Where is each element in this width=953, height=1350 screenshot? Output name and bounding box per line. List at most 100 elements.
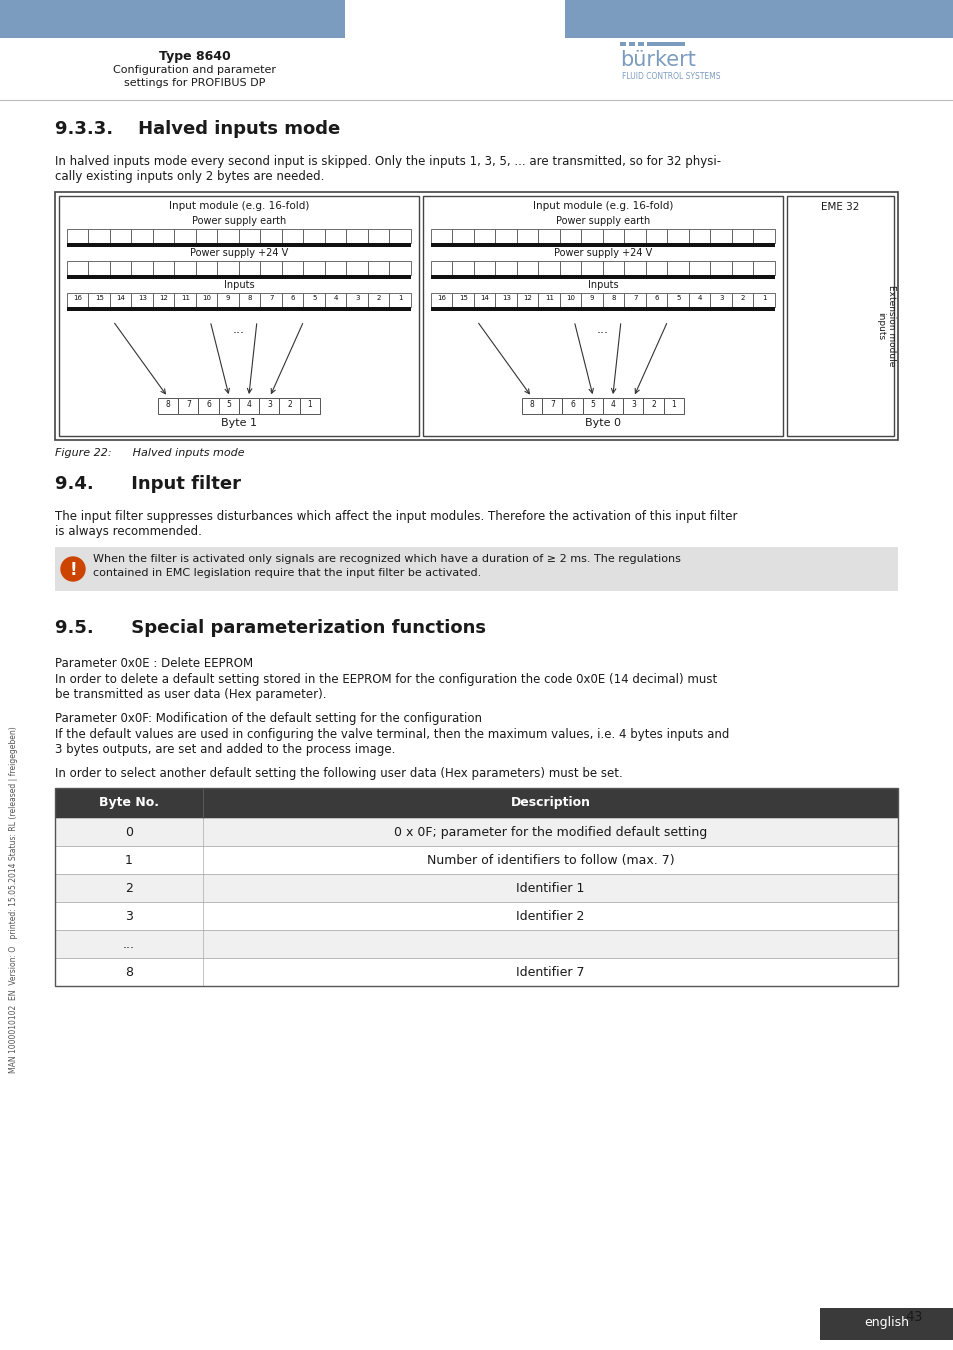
Bar [786, 196, 893, 436]
Text: 3: 3 [719, 296, 722, 301]
Bar [582, 398, 602, 414]
Text: 6: 6 [654, 296, 659, 301]
Bar [303, 261, 325, 275]
Bar [624, 230, 645, 243]
Text: 4: 4 [697, 296, 701, 301]
Text: 7: 7 [186, 400, 191, 409]
Bar [67, 261, 89, 275]
Text: 1: 1 [397, 296, 402, 301]
Bar [628, 42, 635, 46]
Text: Parameter 0x0F: Modification of the default setting for the configuration: Parameter 0x0F: Modification of the defa… [55, 711, 481, 725]
Text: Power supply earth: Power supply earth [192, 216, 286, 225]
Bar [710, 293, 731, 306]
Bar [195, 293, 217, 306]
Text: When the filter is activated only signals are recognized which have a duration o: When the filter is activated only signal… [92, 554, 680, 564]
Text: 2: 2 [125, 882, 132, 895]
Text: 12: 12 [523, 296, 532, 301]
Text: be transmitted as user data (Hex parameter).: be transmitted as user data (Hex paramet… [55, 688, 326, 701]
Text: 3: 3 [630, 400, 635, 409]
Bar [55, 547, 897, 591]
Bar [55, 788, 897, 986]
Text: 3: 3 [355, 296, 359, 301]
Bar [474, 230, 495, 243]
Text: Power supply +24 V: Power supply +24 V [554, 248, 652, 258]
Text: Figure 22:      Halved inputs mode: Figure 22: Halved inputs mode [55, 448, 244, 458]
Bar [422, 196, 782, 436]
Bar [152, 261, 174, 275]
Bar [299, 398, 319, 414]
Bar [282, 261, 303, 275]
Bar [217, 261, 239, 275]
Bar [537, 261, 559, 275]
Text: If the default values are used in configuring the valve terminal, then the maxim: If the default values are used in config… [55, 728, 729, 741]
Bar [174, 230, 195, 243]
Bar [0, 0, 345, 38]
Bar [198, 398, 218, 414]
Bar [667, 261, 688, 275]
Bar [55, 873, 897, 902]
Bar [645, 230, 667, 243]
Bar [667, 293, 688, 306]
Bar [55, 958, 897, 986]
Bar [89, 261, 110, 275]
Bar [521, 398, 541, 414]
Text: MAN 1000010102  EN  Version: O   printed: 15.05.2014 Status: RL (released | frei: MAN 1000010102 EN Version: O printed: 15… [10, 726, 18, 1073]
Bar [55, 846, 897, 873]
Text: 2: 2 [740, 296, 744, 301]
Bar [217, 293, 239, 306]
Bar [495, 261, 517, 275]
Bar [431, 293, 452, 306]
Text: 2: 2 [287, 400, 292, 409]
Bar [688, 261, 710, 275]
Bar [152, 293, 174, 306]
Text: settings for PROFIBUS DP: settings for PROFIBUS DP [124, 78, 265, 88]
Bar [753, 230, 774, 243]
Bar [132, 261, 152, 275]
Text: 4: 4 [610, 400, 615, 409]
Text: 5: 5 [676, 296, 679, 301]
Bar [55, 902, 897, 930]
Text: 16: 16 [436, 296, 446, 301]
Text: 1: 1 [761, 296, 765, 301]
Text: In order to delete a default setting stored in the EEPROM for the configuration : In order to delete a default setting sto… [55, 674, 717, 686]
Bar [55, 818, 897, 846]
Bar [239, 293, 260, 306]
Text: 13: 13 [501, 296, 510, 301]
Bar [452, 230, 474, 243]
Text: Power supply earth: Power supply earth [556, 216, 649, 225]
Text: 2: 2 [376, 296, 380, 301]
Bar [688, 293, 710, 306]
Bar [452, 293, 474, 306]
Bar [325, 261, 346, 275]
Bar [581, 230, 602, 243]
Bar [581, 293, 602, 306]
Text: 10: 10 [566, 296, 575, 301]
Text: The input filter suppresses disturbances which affect the input modules. Therefo: The input filter suppresses disturbances… [55, 510, 737, 522]
Text: 7: 7 [269, 296, 274, 301]
Bar [645, 261, 667, 275]
Bar [559, 293, 581, 306]
Text: 1: 1 [671, 400, 676, 409]
Text: 11: 11 [544, 296, 553, 301]
Bar [517, 230, 537, 243]
Bar [174, 293, 195, 306]
Bar [67, 243, 411, 247]
Bar [89, 230, 110, 243]
Bar [646, 42, 684, 46]
Bar [152, 230, 174, 243]
Text: FLUID CONTROL SYSTEMS: FLUID CONTROL SYSTEMS [621, 72, 720, 81]
Bar [517, 293, 537, 306]
Bar [731, 293, 753, 306]
Text: 0: 0 [125, 826, 132, 838]
Text: Number of identifiers to follow (max. 7): Number of identifiers to follow (max. 7) [426, 855, 674, 867]
Bar [820, 1308, 953, 1341]
Bar [346, 293, 368, 306]
Bar [602, 293, 624, 306]
Bar [495, 293, 517, 306]
Bar [174, 261, 195, 275]
Bar [645, 293, 667, 306]
Text: 3 bytes outputs, are set and added to the process image.: 3 bytes outputs, are set and added to th… [55, 743, 395, 756]
Text: 6: 6 [570, 400, 575, 409]
Bar [368, 261, 389, 275]
Bar [581, 261, 602, 275]
